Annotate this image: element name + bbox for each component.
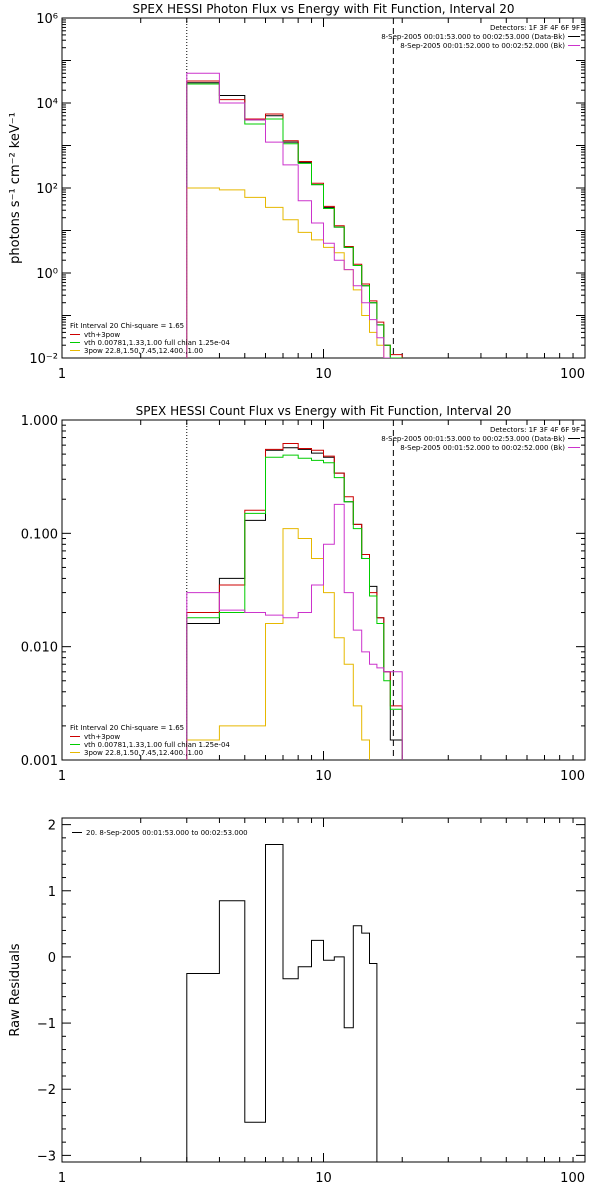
x-tick-label: 10 (315, 1171, 332, 1186)
series-line (186, 82, 403, 358)
x-tick-label: 1 (58, 769, 66, 784)
series-line (186, 528, 370, 760)
fit-legend-label: vth 0.00781,1.33,1.00 full chian 1.25e-0… (84, 741, 230, 749)
chart-title: SPEX HESSI Photon Flux vs Energy with Fi… (133, 2, 515, 16)
y-axis-label: photons s⁻¹ cm⁻² keV⁻¹ (8, 112, 23, 264)
y-tick-label: 10⁰ (36, 267, 58, 282)
chart-panel-1: SPEX HESSI Photon Flux vs Energy with Fi… (8, 2, 586, 382)
x-tick-label: 1 (58, 367, 66, 382)
x-tick-label: 10 (315, 367, 332, 382)
y-tick-label: 10² (36, 182, 58, 197)
y-tick-label: 0.010 (21, 641, 58, 656)
fit-legend-header: Fit Interval 20 Chi-square = 1.65 (70, 322, 184, 330)
fit-legend-label: vth+3pow (84, 331, 120, 339)
fit-legend-label: vth+3pow (84, 733, 120, 741)
series-line (186, 83, 403, 358)
y-tick-label: −2 (37, 1083, 56, 1098)
y-tick-label: 10⁴ (36, 97, 58, 112)
series-line (186, 454, 403, 760)
data-series-group (186, 844, 378, 1162)
legend-header: Detectors: 1F 3F 4F 6F 9F (490, 426, 580, 434)
fit-legend-header: Fit Interval 20 Chi-square = 1.65 (70, 724, 184, 732)
x-tick-label: 100 (560, 367, 585, 382)
y-tick-label: 2 (48, 819, 56, 834)
chart-panel-3: Raw Residuals 1 10 100 −3 −2 −1 0 1 2 20. 8-Sep-20… (8, 817, 586, 1186)
series-line (186, 80, 403, 358)
legend-label: 8-Sep-2005 00:01:52.000 to 00:02:52.000 … (400, 42, 565, 50)
series-line (186, 844, 378, 1162)
chart-panel-2: SPEX HESSI Count Flux vs Energy with Fit… (21, 404, 586, 784)
y-tick-label: 10⁶ (36, 12, 58, 27)
fit-legend-label: vth 0.00781,1.33,1.00 full chian 1.25e-0… (84, 339, 230, 347)
y-tick-label: 1 (48, 885, 56, 900)
legend-label: 8-Sep-2005 00:01:52.000 to 00:02:52.000 … (400, 444, 565, 452)
y-tick-label: 0.100 (21, 527, 58, 542)
y-tick-label: 10⁻² (29, 352, 58, 367)
series-line (186, 72, 391, 358)
chart-title: SPEX HESSI Count Flux vs Energy with Fit… (136, 404, 512, 418)
x-tick-label: 1 (58, 1171, 66, 1186)
legend-label: 8-Sep-2005 00:01:53.000 to 00:02:53.000 … (381, 435, 565, 443)
y-tick-label: 1.000 (21, 414, 58, 429)
x-tick-label: 100 (560, 769, 585, 784)
data-series-group (186, 72, 403, 358)
y-tick-label: −3 (37, 1149, 56, 1164)
fit-legend-label: 3pow 22.8,1.50,7.45,12.400.,1.00 (84, 749, 203, 757)
y-tick-label: 0 (48, 951, 56, 966)
data-series-group (186, 443, 403, 760)
fit-legend-label: 3pow 22.8,1.50,7.45,12.400.,1.00 (84, 347, 203, 355)
legend-label: 20. 8-Sep-2005 00:01:53.000 to 00:02:53.… (86, 829, 248, 837)
x-tick-label: 10 (315, 769, 332, 784)
y-axis-label: Raw Residuals (8, 943, 23, 1036)
legend-label: 8-Sep-2005 00:01:53.000 to 00:02:53.000 … (381, 33, 565, 41)
y-tick-label: 0.001 (21, 754, 58, 769)
x-tick-label: 100 (560, 1171, 585, 1186)
series-line (186, 503, 403, 760)
legend-header: Detectors: 1F 3F 4F 6F 9F (490, 24, 580, 32)
plot-frame (61, 817, 586, 1163)
y-tick-label: −1 (37, 1017, 56, 1032)
